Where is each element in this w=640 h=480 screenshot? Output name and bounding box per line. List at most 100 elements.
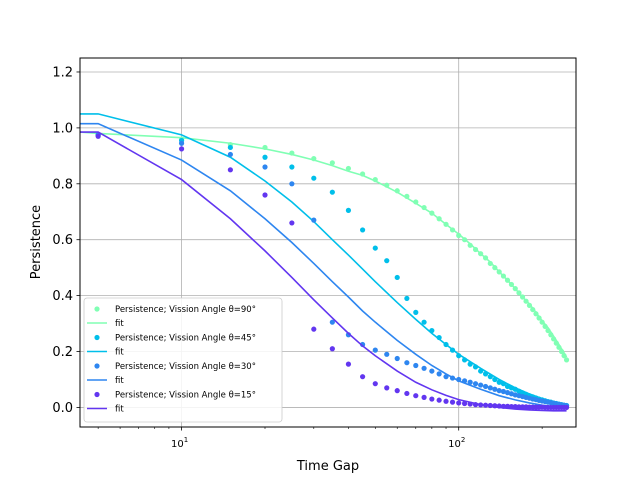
legend-label: Persistence; Vission Angle θ=90° (115, 305, 256, 315)
y-tick-label: 0.2 (52, 345, 73, 360)
data-point (443, 398, 449, 404)
y-tick-label: 0.6 (52, 233, 73, 248)
data-point (500, 388, 507, 395)
data-point (492, 386, 498, 392)
x-tick-label: 102 (448, 436, 465, 450)
x-tick-exponent: 2 (461, 436, 465, 444)
data-point (311, 217, 317, 223)
fit-line (80, 122, 567, 409)
data-point (487, 385, 493, 391)
data-point (404, 390, 410, 397)
data-point (404, 360, 410, 366)
data-point (413, 393, 419, 399)
data-point (289, 220, 295, 226)
data-point (413, 309, 419, 315)
data-point (311, 175, 317, 181)
data-point (329, 319, 335, 325)
data-point (178, 140, 185, 146)
data-point (394, 388, 400, 394)
fit-line (80, 131, 567, 412)
y-tick-label: 1.2 (52, 65, 73, 80)
legend-marker (94, 306, 100, 312)
data-point (262, 154, 268, 160)
data-point (360, 227, 366, 233)
legend: Persistence; Vission Angle θ=90° fit Persi… (83, 297, 283, 423)
data-point (429, 396, 435, 402)
data-point (421, 394, 427, 400)
legend-fit-label: fit (115, 348, 124, 358)
data-point (487, 260, 493, 267)
data-point (478, 382, 484, 388)
legend-label: Persistence; Vission Angle θ=30° (115, 362, 256, 372)
data-point (467, 242, 473, 248)
y-axis-label: Persistence (29, 205, 44, 279)
axes-frame (79, 57, 577, 428)
data-point (436, 397, 442, 403)
data-point (429, 368, 435, 374)
data-point (384, 385, 390, 391)
data-point (345, 207, 352, 213)
data-point (467, 379, 473, 385)
data-point (178, 146, 185, 152)
data-point (262, 164, 268, 170)
data-point (516, 404, 522, 410)
data-point (456, 400, 462, 406)
x-tick-label: 101 (171, 436, 188, 450)
data-point (394, 274, 400, 281)
data-point (227, 151, 233, 158)
data-point (329, 160, 335, 166)
data-point (311, 326, 317, 332)
data-point (482, 383, 489, 390)
legend-label: Persistence; Vission Angle θ=15° (115, 391, 256, 401)
data-point (345, 165, 352, 172)
fit-line (79, 131, 568, 358)
y-tick-label: 0.4 (52, 289, 73, 304)
data-point (461, 400, 468, 407)
data-point (262, 192, 268, 198)
data-point (289, 181, 295, 187)
data-point (512, 403, 518, 410)
legend-marker (94, 391, 100, 398)
legend-fit-label: fit (115, 376, 124, 386)
data-point (372, 245, 378, 251)
data-point (421, 365, 427, 371)
data-point (345, 361, 352, 367)
y-tick-label: 0.8 (52, 177, 73, 192)
legend-box (83, 297, 283, 423)
data-point (449, 399, 456, 405)
data-point (563, 357, 570, 363)
data-point (372, 347, 378, 353)
fit-line (80, 113, 567, 406)
data-point (563, 404, 570, 411)
series-group (80, 113, 570, 409)
legend-marker (94, 363, 100, 369)
data-point (472, 381, 479, 387)
x-tick-base: 10 (448, 439, 461, 450)
x-tick-base: 10 (171, 439, 184, 450)
y-tick-label: 1.0 (52, 121, 73, 136)
data-point (360, 374, 366, 380)
legend-label: Persistence; Vission Angle θ=45° (115, 334, 256, 344)
plot-series (79, 113, 570, 412)
series-group (80, 131, 570, 412)
x-tick-exponent: 1 (184, 436, 188, 444)
legend-marker (94, 334, 100, 341)
legend-fit-label: fit (115, 319, 124, 329)
data-point (329, 189, 335, 195)
data-point (384, 351, 390, 357)
data-point (95, 133, 101, 139)
data-point (496, 388, 502, 394)
data-point (329, 346, 335, 352)
legend-fit-label: fit (115, 405, 124, 415)
data-point (289, 164, 295, 170)
data-point (384, 258, 390, 264)
y-tick-label: 0.0 (52, 401, 73, 416)
data-point (404, 295, 410, 302)
x-axis-label: Time Gap (296, 459, 359, 474)
data-point (372, 381, 378, 387)
data-point (413, 362, 419, 369)
data-point (227, 144, 233, 151)
data-point (227, 167, 233, 173)
